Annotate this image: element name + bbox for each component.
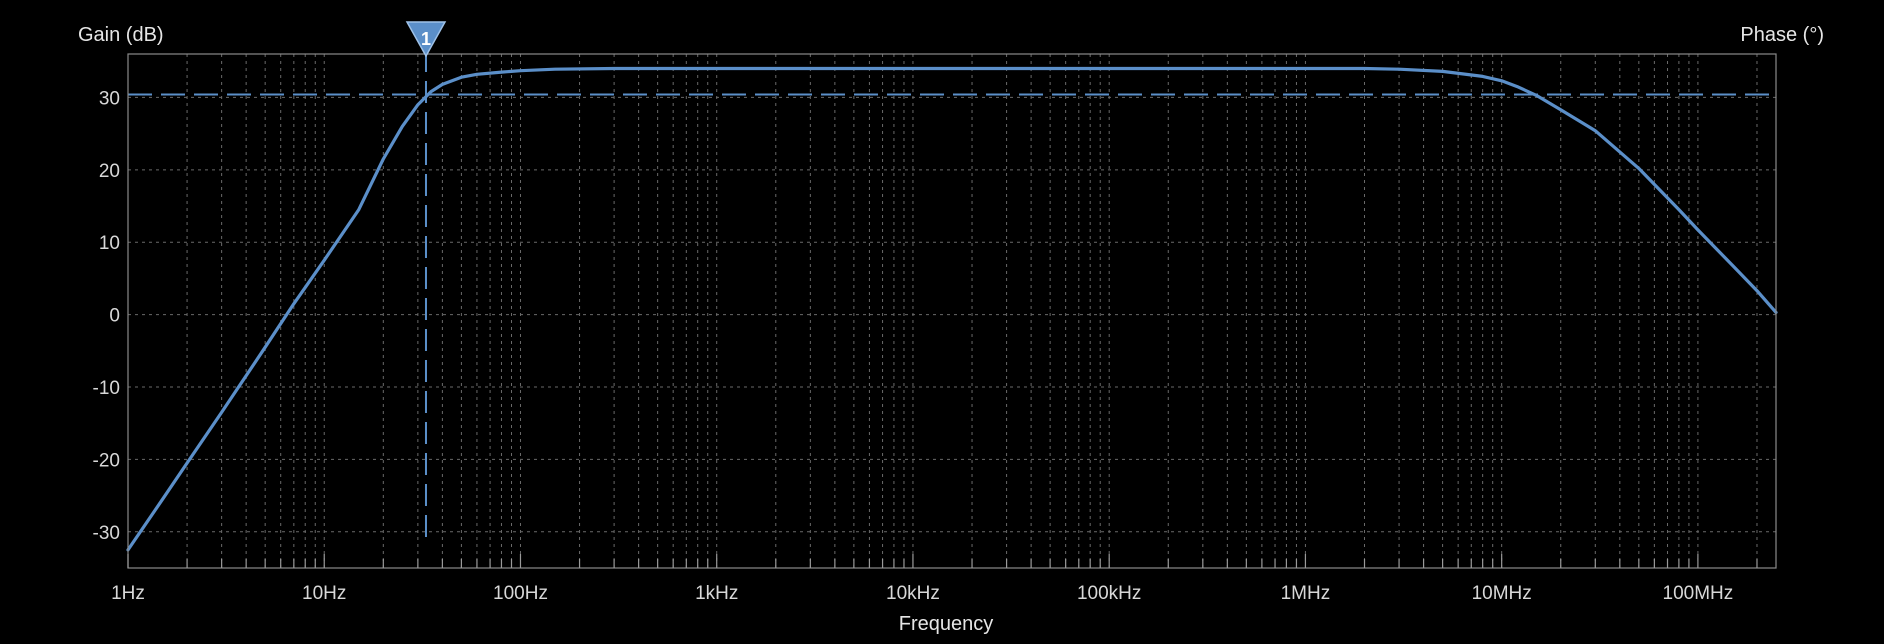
x-tick-label: 100Hz: [493, 583, 548, 604]
x-tick-label: 1kHz: [695, 583, 738, 604]
y-tick-label: -30: [93, 523, 120, 544]
y-tick-label: -10: [93, 378, 120, 399]
y-tick-label: 10: [99, 233, 120, 254]
x-tick-label: 10MHz: [1472, 583, 1532, 604]
x-tick-label: 10kHz: [886, 583, 940, 604]
x-axis-title: Frequency: [899, 613, 994, 635]
y-tick-label: 20: [99, 161, 120, 182]
y2-axis-title: Phase (°): [1740, 24, 1824, 46]
x-tick-label: 100MHz: [1663, 583, 1734, 604]
y-tick-label: 0: [109, 306, 120, 327]
x-tick-label: 1Hz: [111, 583, 145, 604]
marker-label: 1: [421, 29, 431, 49]
x-tick-label: 100kHz: [1077, 583, 1141, 604]
y-axis-title: Gain (dB): [78, 24, 164, 46]
y-tick-label: 30: [99, 88, 120, 109]
x-tick-label: 1MHz: [1281, 583, 1331, 604]
x-tick-label: 10Hz: [302, 583, 346, 604]
y-tick-label: -20: [93, 450, 120, 471]
